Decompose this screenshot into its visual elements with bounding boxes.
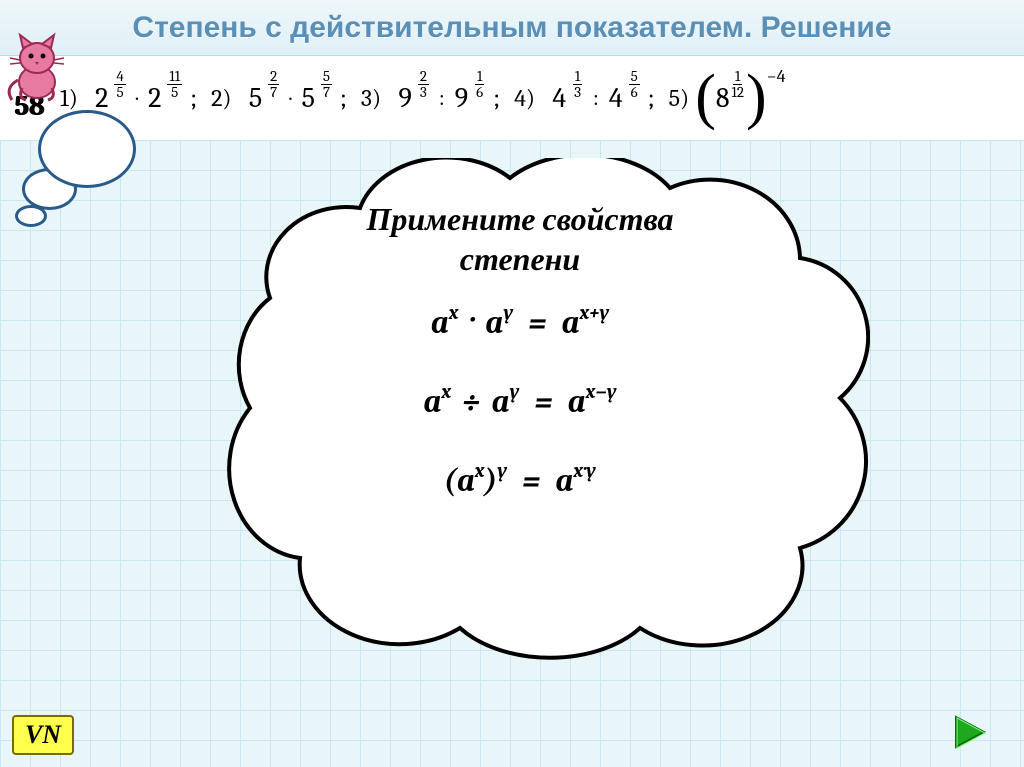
author-badge: VN (12, 715, 74, 755)
cloud-heading: Примените свойства степени (260, 200, 780, 280)
formula-1: ax · ay = ax+y (260, 304, 780, 341)
problems-list: 1) 2 45 · 2 115 ; 2) 5 27 · 5 57 ; 3) 9 … (60, 79, 785, 116)
page-title: Степень с действительным показателем. Ре… (132, 11, 891, 45)
cat-icon (6, 32, 68, 102)
problem-3: 3) 9 23 : 9 16 ; (361, 82, 506, 114)
problem-5: 5) ( 8 112 ) −4 (669, 79, 786, 116)
cloud-content: Примените свойства степени ax · ay = ax+… (260, 200, 780, 541)
title-bar: Степень с действительным показателем. Ре… (0, 0, 1024, 56)
next-arrow-button[interactable] (950, 709, 1006, 755)
formula-3: (ax)y = ax·y (260, 462, 780, 499)
problem-2: 2) 5 27 · 5 57 ; (211, 82, 353, 114)
problem-4: 4) 4 13 : 4 56 ; (514, 82, 661, 114)
problem-row: 58 1) 2 45 · 2 115 ; 2) 5 27 · 5 57 ; 3)… (0, 56, 1024, 140)
thought-bubble-large (38, 110, 136, 188)
formula-2: ax ÷ ay = ax−y (260, 383, 780, 420)
